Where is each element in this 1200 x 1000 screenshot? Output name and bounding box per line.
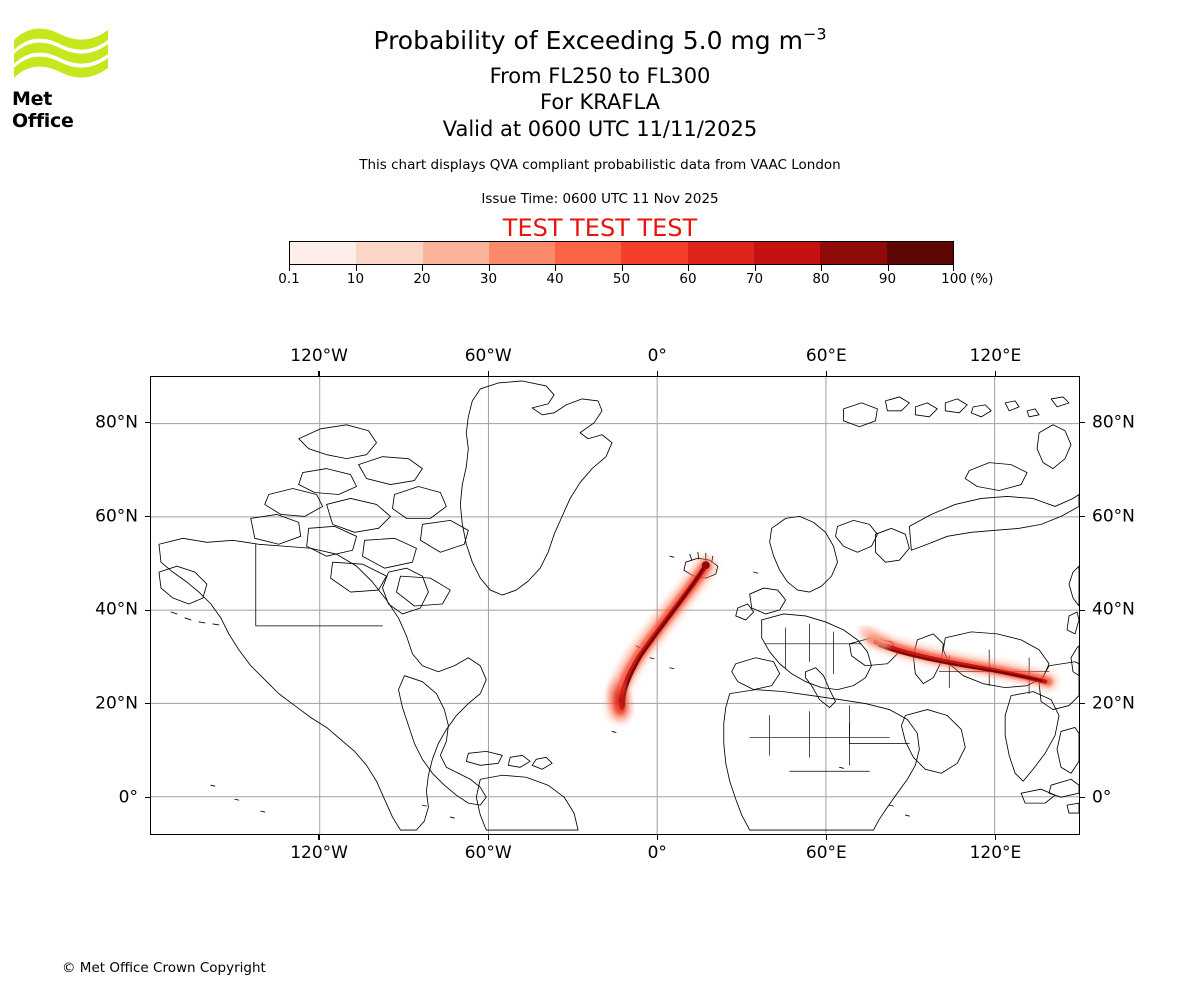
colorbar-segment-5 xyxy=(621,242,688,264)
colorbar-label-40: 40 xyxy=(546,271,564,287)
colorbar-tick-50 xyxy=(621,265,623,271)
colorbar-segment-2 xyxy=(422,242,489,264)
left-axis-label-0: 80°N xyxy=(95,412,138,433)
map-frame xyxy=(150,376,1080,835)
disclaimer-text: This chart displays QVA compliant probab… xyxy=(359,157,841,173)
ash-plume-overlay xyxy=(604,556,1058,727)
page-title-text: Probability of Exceeding 5.0 mg m xyxy=(373,26,803,55)
colorbar-tick-0.1 xyxy=(289,265,291,271)
axis-tick xyxy=(656,371,658,376)
flight-level-line: From FL250 to FL300 xyxy=(489,64,711,88)
colorbar-tick-labels: 0.1 10 20 30 40 50 60 70 80 90 100 xyxy=(278,271,967,289)
left-axis-label-4: 0° xyxy=(118,787,138,808)
axis-tick xyxy=(825,835,827,840)
world-map xyxy=(150,376,1080,835)
axis-tick xyxy=(318,371,320,376)
colorbar-tick-60 xyxy=(688,265,690,271)
axis-tick xyxy=(656,835,658,840)
axis-tick xyxy=(1080,703,1085,705)
top-axis-label-4: 120°E xyxy=(969,346,1022,366)
axis-tick xyxy=(145,609,150,611)
colorbar-segment-3 xyxy=(488,242,556,264)
axis-tick xyxy=(1080,422,1085,424)
colorbar-label-80: 80 xyxy=(812,271,830,287)
colorbar-segment-8 xyxy=(820,242,887,264)
axis-tick xyxy=(145,422,150,424)
right-axis-label-2: 40°N xyxy=(1092,599,1135,620)
test-banner: TEST TEST TEST xyxy=(502,214,698,242)
issue-time-text: Issue Time: 0600 UTC 11 Nov 2025 xyxy=(481,191,719,207)
top-axis-label-1: 60°W xyxy=(464,346,512,366)
colorbar-label-70: 70 xyxy=(745,271,764,287)
axis-tick xyxy=(145,703,150,705)
colorbar-label-90: 90 xyxy=(878,271,897,287)
colorbar-tick-80 xyxy=(821,265,823,271)
axis-tick xyxy=(994,371,997,376)
colorbar-label-50: 50 xyxy=(612,271,631,287)
top-axis-label-2: 0° xyxy=(647,346,667,366)
colorbar-segment-1 xyxy=(356,242,423,264)
colorbar-segment-4 xyxy=(555,242,622,264)
bottom-axis-label-1: 60°W xyxy=(464,843,512,863)
axis-tick xyxy=(1080,796,1085,799)
top-axis-label-3: 60°E xyxy=(805,346,847,366)
right-axis-label-4: 0° xyxy=(1092,787,1112,808)
axis-tick xyxy=(487,371,489,376)
colorbar-label-10: 10 xyxy=(346,271,365,287)
colorbar-gradient xyxy=(289,241,954,265)
colorbar-segment-9 xyxy=(886,242,953,264)
met-office-wave-mark xyxy=(14,28,108,78)
axis-tick xyxy=(825,371,827,376)
right-axis-label-0: 80°N xyxy=(1092,412,1135,433)
colorbar-segment-6 xyxy=(687,242,755,264)
colorbar-tick-70 xyxy=(754,265,756,271)
map-canvas xyxy=(151,377,1079,834)
top-axis-label-0: 120°W xyxy=(290,346,348,366)
page-title: Probability of Exceeding 5.0 mg m−3 xyxy=(0,26,1200,56)
bottom-axis-label-0: 120°W xyxy=(290,843,348,863)
colorbar-unit-label: (%) xyxy=(970,271,994,287)
axis-tick xyxy=(318,835,320,840)
colorbar-tick-10 xyxy=(355,265,357,271)
met-office-logo: Met Office xyxy=(12,24,110,132)
copyright-notice: © Met Office Crown Copyright xyxy=(62,960,266,976)
bottom-axis-label-2: 0° xyxy=(647,843,667,863)
colorbar-label-100: 100 xyxy=(941,271,967,287)
axis-tick xyxy=(1080,515,1085,518)
colorbar-tick-20 xyxy=(422,265,424,271)
axis-tick xyxy=(994,835,997,840)
right-axis-label-3: 20°N xyxy=(1092,693,1135,714)
left-axis-label-3: 20°N xyxy=(95,693,138,714)
left-axis-label-2: 40°N xyxy=(95,599,138,620)
volcano-line: For KRAFLA xyxy=(540,90,660,114)
colorbar-tick-40 xyxy=(555,265,557,271)
colorbar-label-30: 30 xyxy=(479,271,498,287)
left-axis-label-1: 60°N xyxy=(95,506,138,526)
bottom-axis-label-3: 60°E xyxy=(805,843,847,863)
axis-tick xyxy=(1080,609,1085,611)
probability-colorbar: 0.1 10 20 30 40 50 60 70 80 90 100 xyxy=(278,241,967,287)
axis-tick xyxy=(145,796,150,799)
map-gridlines xyxy=(151,377,1079,834)
colorbar-label-0.1: 0.1 xyxy=(278,271,300,287)
colorbar-tick-100 xyxy=(952,265,954,271)
valid-time-line: Valid at 0600 UTC 11/11/2025 xyxy=(442,117,758,141)
colorbar-segment-0 xyxy=(290,242,357,264)
colorbar-ticks xyxy=(289,265,954,273)
colorbar-tick-90 xyxy=(887,265,889,271)
map-coastlines xyxy=(158,380,1079,831)
colorbar-segment-7 xyxy=(754,242,821,264)
right-axis-label-1: 60°N xyxy=(1092,506,1135,526)
axis-tick xyxy=(487,835,489,840)
axis-tick xyxy=(145,515,150,518)
colorbar-label-20: 20 xyxy=(413,271,431,287)
page-title-exponent: −3 xyxy=(802,24,827,44)
colorbar-label-60: 60 xyxy=(679,271,697,287)
colorbar-tick-30 xyxy=(488,265,490,271)
met-office-wordmark: Met Office xyxy=(12,88,74,132)
bottom-axis-label-4: 120°E xyxy=(969,843,1022,863)
